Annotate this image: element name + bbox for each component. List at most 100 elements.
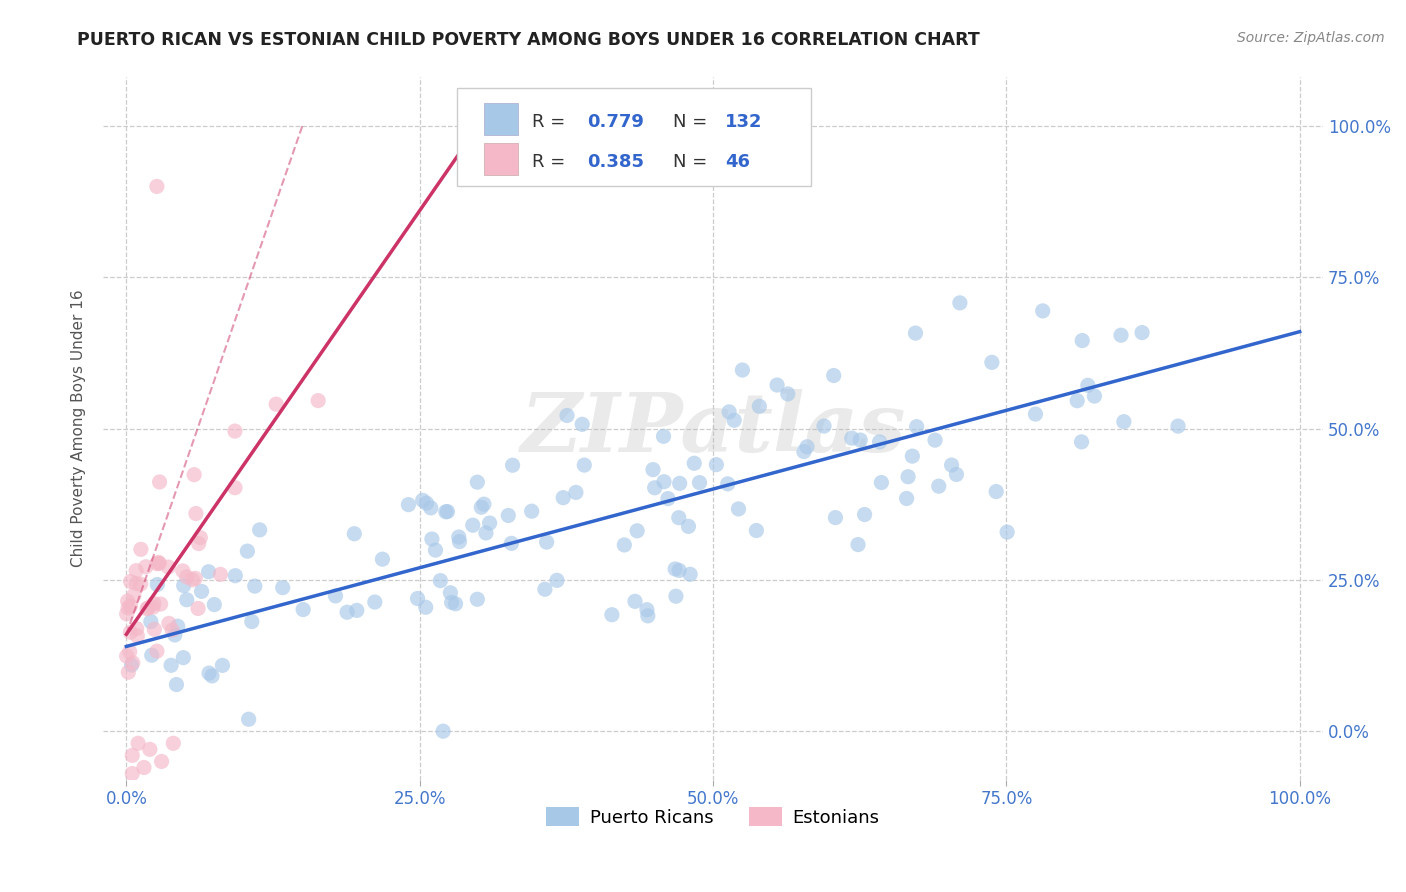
Point	[224, 424, 246, 438]
Text: PUERTO RICAN VS ESTONIAN CHILD POVERTY AMONG BOYS UNDER 16 CORRELATION CHART: PUERTO RICAN VS ESTONIAN CHILD POVERTY A…	[77, 31, 980, 49]
Point	[1071, 334, 1094, 348]
Point	[928, 479, 950, 493]
Point	[148, 555, 170, 569]
Point	[121, 766, 143, 780]
Point	[415, 496, 437, 510]
Point	[924, 433, 946, 447]
Text: 0.779: 0.779	[588, 113, 644, 131]
Point	[396, 498, 419, 512]
Point	[188, 531, 211, 545]
Point	[475, 525, 498, 540]
Point	[136, 600, 159, 615]
Point	[172, 564, 194, 578]
Point	[120, 574, 142, 589]
Point	[121, 748, 143, 763]
Point	[470, 500, 492, 515]
Point	[420, 532, 443, 546]
Point	[1109, 328, 1132, 343]
Point	[406, 591, 429, 606]
Point	[173, 578, 195, 592]
Point	[120, 599, 142, 613]
Point	[162, 736, 184, 750]
Text: 46: 46	[725, 153, 751, 171]
Point	[224, 568, 246, 582]
Point	[163, 628, 186, 642]
Point	[905, 419, 928, 434]
Point	[796, 440, 818, 454]
Point	[440, 595, 463, 609]
Point	[1083, 389, 1105, 403]
Point	[613, 538, 636, 552]
Point	[202, 598, 225, 612]
Point	[717, 476, 740, 491]
Point	[176, 570, 198, 584]
Point	[641, 463, 664, 477]
Point	[127, 736, 149, 750]
Point	[901, 449, 924, 463]
Point	[869, 434, 891, 449]
Text: R =: R =	[533, 153, 571, 171]
Point	[343, 526, 366, 541]
Point	[371, 552, 394, 566]
Point	[115, 607, 138, 621]
Point	[157, 560, 180, 574]
Point	[657, 491, 679, 506]
Point	[472, 497, 495, 511]
Point	[190, 584, 212, 599]
Point	[980, 355, 1002, 369]
Point	[1077, 378, 1099, 392]
Point	[419, 500, 441, 515]
Point	[271, 581, 294, 595]
Point	[307, 393, 329, 408]
Y-axis label: Child Poverty Among Boys Under 16: Child Poverty Among Boys Under 16	[72, 290, 86, 567]
Point	[478, 516, 501, 530]
Point	[520, 504, 543, 518]
Point	[813, 419, 835, 434]
Point	[243, 579, 266, 593]
Point	[160, 658, 183, 673]
Point	[125, 576, 148, 591]
Point	[141, 648, 163, 663]
Point	[139, 615, 162, 629]
Point	[841, 431, 863, 445]
Point	[624, 594, 647, 608]
Legend: Puerto Ricans, Estonians: Puerto Ricans, Estonians	[538, 799, 887, 834]
Point	[127, 629, 149, 643]
Point	[793, 444, 815, 458]
Point	[142, 600, 165, 615]
Point	[121, 658, 143, 673]
Point	[731, 363, 754, 377]
Point	[132, 760, 155, 774]
Point	[117, 665, 139, 680]
Point	[150, 755, 173, 769]
Point	[467, 592, 489, 607]
Point	[118, 645, 141, 659]
Point	[146, 179, 169, 194]
Point	[706, 458, 728, 472]
FancyBboxPatch shape	[457, 88, 811, 186]
Point	[853, 508, 876, 522]
Point	[1112, 415, 1135, 429]
Point	[325, 589, 347, 603]
Point	[571, 417, 593, 432]
Point	[995, 525, 1018, 540]
Point	[129, 542, 152, 557]
Point	[120, 625, 142, 640]
Point	[683, 456, 706, 470]
Point	[846, 538, 869, 552]
Point	[565, 485, 588, 500]
Point	[1070, 434, 1092, 449]
Point	[146, 644, 169, 658]
Point	[945, 467, 967, 482]
Point	[664, 562, 686, 576]
Point	[665, 589, 688, 603]
Point	[644, 481, 666, 495]
Point	[240, 615, 263, 629]
Point	[425, 543, 447, 558]
Point	[824, 510, 846, 524]
Point	[679, 567, 702, 582]
Point	[555, 409, 578, 423]
Point	[626, 524, 648, 538]
Point	[896, 491, 918, 506]
Point	[536, 535, 558, 549]
